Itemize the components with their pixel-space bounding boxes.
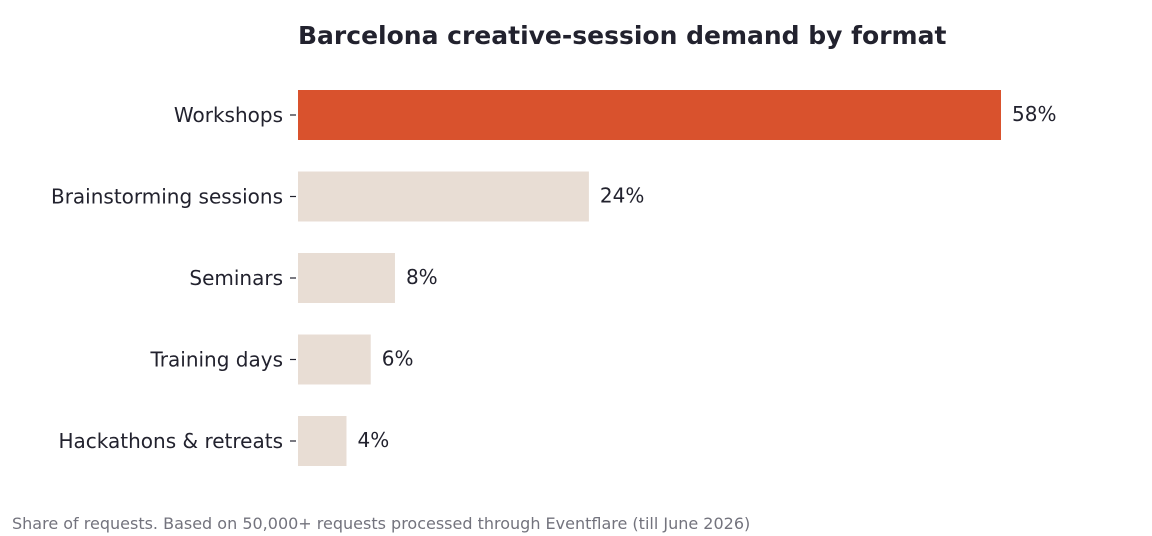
value-label: 58%	[1012, 102, 1056, 126]
bar-workshops	[298, 90, 1001, 140]
bar-training-days	[298, 334, 371, 385]
bar-seminars	[298, 253, 395, 303]
value-label: 8%	[406, 265, 438, 289]
category-label: Hackathons & retreats	[59, 429, 283, 453]
category-label: Training days	[150, 348, 283, 372]
bar-chart: Barcelona creative-session demand by for…	[51, 21, 1056, 466]
bar-hackathons-retreats	[298, 416, 347, 466]
category-label: Workshops	[174, 103, 283, 127]
value-label: 6%	[382, 347, 414, 371]
chart-footnote: Share of requests. Based on 50,000+ requ…	[12, 514, 751, 533]
value-label: 4%	[357, 428, 389, 452]
category-label: Seminars	[189, 266, 283, 290]
value-label: 24%	[600, 184, 644, 208]
category-label: Brainstorming sessions	[51, 185, 283, 209]
bar-brainstorming-sessions	[298, 171, 589, 222]
plot-area: Workshops 58% Brainstorming sessions 24% Sem…	[51, 90, 1056, 466]
chart-title: Barcelona creative-session demand by for…	[298, 21, 946, 50]
